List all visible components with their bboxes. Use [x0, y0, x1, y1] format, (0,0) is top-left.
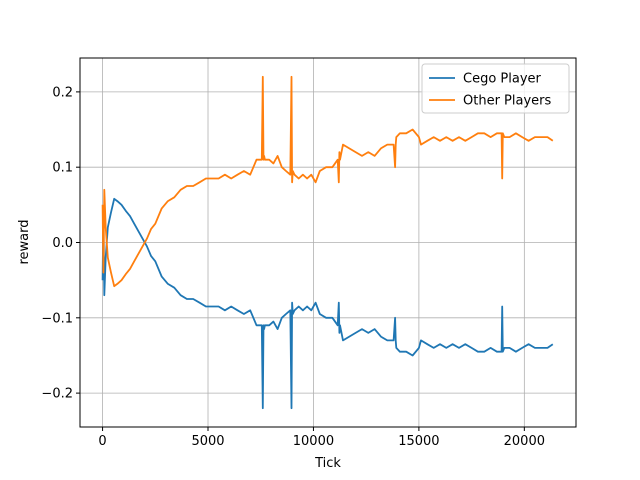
- x-tick-label: 20000: [504, 434, 545, 449]
- y-tick-label: 0.2: [52, 85, 73, 100]
- x-tick-label: 15000: [398, 434, 439, 449]
- x-tick-label: 10000: [293, 434, 334, 449]
- y-tick-label: −0.2: [41, 387, 73, 402]
- legend-box: [421, 63, 570, 114]
- series-group: [101, 75, 554, 410]
- y-tick-label: −0.1: [41, 311, 73, 326]
- x-tick-label: 5000: [191, 434, 224, 449]
- legend: Cego Player Other Players: [421, 63, 570, 114]
- series-line-cego-player: [101, 197, 554, 410]
- y-axis-label: reward: [17, 219, 32, 264]
- series-line-other-players: [101, 75, 554, 288]
- x-tick-label: 0: [98, 434, 106, 449]
- y-tick-label: 0.0: [52, 236, 73, 251]
- x-axis-label: Tick: [314, 456, 341, 471]
- ticks-group: 0 5000 10000 15000 20000 −0.2 −0.1 0.0 0.1 0.2: [41, 85, 545, 449]
- legend-label: Cego Player: [463, 72, 542, 87]
- y-tick-label: 0.1: [52, 161, 73, 176]
- legend-label: Other Players: [463, 94, 551, 109]
